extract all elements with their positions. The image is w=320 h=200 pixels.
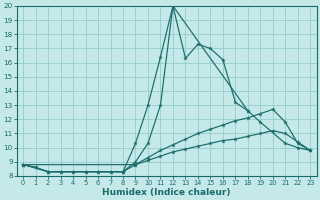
X-axis label: Humidex (Indice chaleur): Humidex (Indice chaleur) — [102, 188, 231, 197]
